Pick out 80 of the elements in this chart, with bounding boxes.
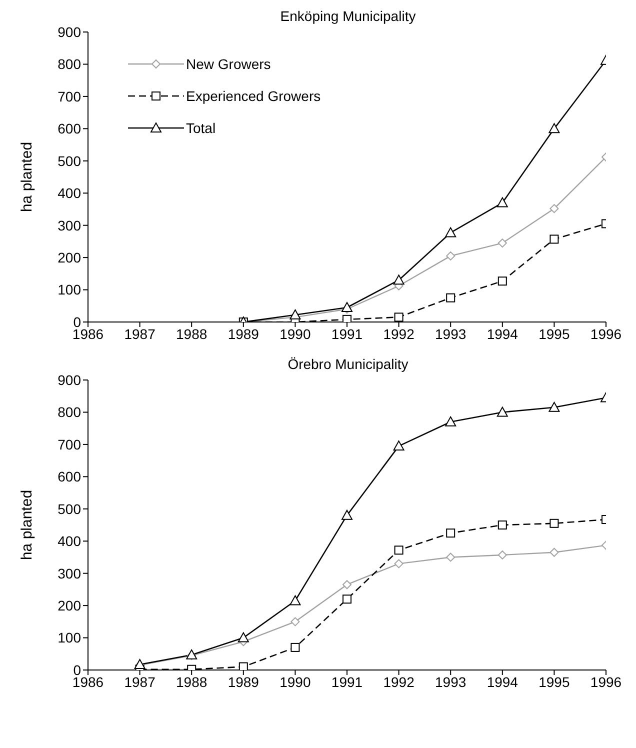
point: [496, 197, 508, 208]
point: [393, 440, 404, 451]
x-tick-label: 1987: [124, 674, 156, 690]
point: [238, 662, 248, 670]
x-tick-label: 1990: [280, 326, 311, 342]
point: [342, 594, 352, 604]
point: [550, 518, 559, 528]
y-tick-label: 0: [73, 314, 82, 330]
point: [446, 552, 456, 562]
point: [446, 251, 456, 260]
y-tick-label: 600: [58, 468, 82, 485]
y-tick-label: 700: [58, 436, 82, 452]
y-tick-label: 200: [58, 250, 82, 266]
x-tick-label: 1989: [228, 326, 260, 342]
x-tick-label: 1991: [331, 674, 363, 690]
y-tick-label: 500: [58, 500, 82, 517]
point: [446, 293, 456, 302]
x-tick-label: 1994: [486, 674, 518, 690]
x-tick-label: 1993: [435, 326, 466, 342]
y-tick-label: 100: [58, 630, 82, 646]
point: [548, 402, 560, 412]
point: [446, 528, 456, 538]
x-tick-label: 1992: [383, 674, 415, 690]
x-tick-label: 1987: [124, 326, 156, 342]
chart-title: Enköping Municipality: [280, 8, 416, 24]
point: [290, 617, 300, 626]
point: [496, 406, 508, 417]
y-tick-label: 400: [58, 533, 82, 550]
point: [342, 580, 352, 590]
point: [394, 546, 404, 555]
x-tick-label: 1992: [383, 326, 415, 342]
point: [290, 595, 301, 606]
point: [394, 559, 404, 568]
point: [498, 238, 507, 248]
point: [290, 309, 301, 320]
y-tick-label: 400: [58, 185, 82, 202]
point: [393, 274, 404, 285]
point: [498, 276, 507, 286]
x-tick-label: 1990: [280, 674, 311, 690]
x-tick-label: 1996: [590, 674, 622, 690]
y-tick-label: 900: [58, 372, 82, 388]
y-tick-label: 300: [58, 565, 82, 582]
y-axis-title: ha planted: [18, 142, 36, 212]
x-tick-label: 1993: [435, 674, 466, 690]
point: [238, 632, 249, 642]
y-tick-label: 0: [73, 662, 82, 678]
x-tick-label: 1996: [590, 326, 622, 342]
x-tick-label: 1991: [331, 326, 363, 342]
y-tick-label: 300: [58, 217, 82, 234]
point: [498, 550, 507, 560]
point: [394, 312, 404, 322]
point: [550, 234, 559, 244]
y-tick-label: 200: [58, 598, 82, 614]
x-tick-label: 1995: [538, 326, 570, 342]
y-tick-label: 700: [58, 88, 82, 104]
y-tick-label: 500: [58, 152, 82, 169]
point: [498, 520, 507, 530]
point: [548, 123, 560, 134]
x-tick-label: 1989: [228, 674, 260, 690]
point: [445, 416, 456, 426]
y-tick-label: 900: [58, 24, 82, 40]
y-tick-label: 600: [58, 120, 82, 137]
x-tick-label: 1994: [486, 326, 518, 342]
y-tick-label: 800: [58, 56, 82, 72]
point: [342, 510, 352, 520]
legend-label: New Growers: [186, 55, 271, 74]
legend-label: Experienced Growers: [186, 87, 321, 106]
point: [445, 227, 456, 238]
x-tick-label: 1995: [538, 674, 570, 690]
point: [550, 548, 559, 557]
y-axis-title: ha planted: [18, 490, 36, 560]
chart-title: Örebro Municipality: [288, 356, 408, 372]
legend-label: Total: [186, 119, 216, 138]
y-tick-label: 800: [58, 404, 82, 420]
y-tick-label: 100: [58, 282, 82, 298]
x-tick-label: 1988: [176, 326, 208, 342]
point: [342, 314, 352, 322]
x-tick-label: 1988: [176, 674, 208, 690]
point: [290, 642, 300, 652]
point: [550, 204, 559, 214]
